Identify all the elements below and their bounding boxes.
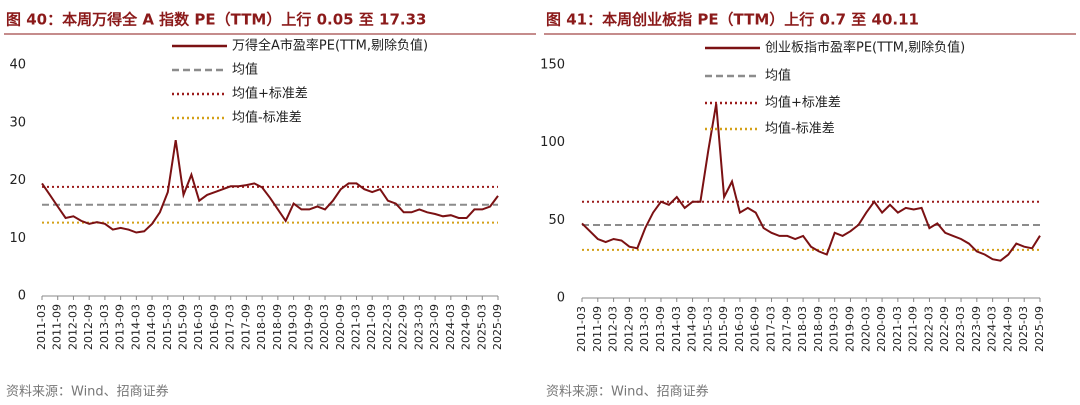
x-tick-label: 2025-09 bbox=[491, 304, 504, 350]
x-tick-label: 2021-09 bbox=[365, 304, 378, 350]
x-tick-label: 2016-03 bbox=[733, 306, 746, 352]
x-tick-label: 2020-09 bbox=[875, 306, 888, 352]
x-tick-label: 2016-09 bbox=[749, 306, 762, 352]
chart-title: 图 40：本周万得全 A 指数 PE（TTM）上行 0.05 至 17.33 bbox=[6, 11, 426, 29]
x-tick-label: 2014-03 bbox=[670, 306, 683, 352]
x-tick-label: 2019-03 bbox=[828, 306, 841, 352]
x-tick-label: 2024-03 bbox=[986, 306, 999, 352]
x-tick-label: 2024-09 bbox=[1001, 306, 1014, 352]
x-tick-label: 2015-03 bbox=[161, 304, 174, 350]
x-tick-label: 2023-09 bbox=[428, 304, 441, 350]
y-tick-label: 30 bbox=[9, 115, 26, 130]
x-tick-label: 2023-03 bbox=[954, 306, 967, 352]
x-tick-label: 2022-03 bbox=[922, 306, 935, 352]
x-tick-label: 2014-09 bbox=[145, 304, 158, 350]
x-tick-label: 2023-03 bbox=[412, 304, 425, 350]
x-tick-label: 2018-09 bbox=[812, 306, 825, 352]
x-tick-label: 2011-03 bbox=[575, 306, 588, 352]
x-tick-label: 2020-03 bbox=[318, 304, 331, 350]
y-tick-label: 50 bbox=[548, 213, 565, 228]
x-tick-label: 2018-03 bbox=[796, 306, 809, 352]
x-tick-label: 2012-03 bbox=[607, 306, 620, 352]
x-tick-label: 2012-09 bbox=[622, 306, 635, 352]
x-tick-label: 2025-03 bbox=[1017, 306, 1030, 352]
x-tick-label: 2020-03 bbox=[859, 306, 872, 352]
x-tick-label: 2013-03 bbox=[98, 304, 111, 350]
x-tick-label: 2025-03 bbox=[475, 304, 488, 350]
x-tick-label: 2011-03 bbox=[35, 304, 48, 350]
chart-title: 图 41：本周创业板指 PE（TTM）上行 0.7 至 40.11 bbox=[546, 11, 919, 29]
legend-label: 均值-标准差 bbox=[765, 121, 835, 137]
legend-label: 万得全A市盈率PE(TTM,剔除负值) bbox=[232, 38, 428, 54]
source: 资料来源：Wind、招商证券 bbox=[546, 384, 709, 400]
series-line bbox=[581, 103, 1041, 262]
x-tick-label: 2014-03 bbox=[129, 304, 142, 350]
x-tick-label: 2019-09 bbox=[302, 304, 315, 350]
x-tick-label: 2011-09 bbox=[51, 304, 64, 350]
x-tick-label: 2019-03 bbox=[287, 304, 300, 350]
x-tick-label: 2024-03 bbox=[444, 304, 457, 350]
x-tick-label: 2017-09 bbox=[780, 306, 793, 352]
x-tick-label: 2017-03 bbox=[224, 304, 237, 350]
legend-label: 均值+标准差 bbox=[232, 86, 308, 102]
x-tick-label: 2019-09 bbox=[843, 306, 856, 352]
x-tick-label: 2022-03 bbox=[381, 304, 394, 350]
x-tick-label: 2016-09 bbox=[208, 304, 221, 350]
x-tick-label: 2020-09 bbox=[334, 304, 347, 350]
legend-label: 均值-标准差 bbox=[232, 110, 302, 126]
x-tick-label: 2021-09 bbox=[907, 306, 920, 352]
y-tick-label: 20 bbox=[9, 173, 26, 188]
y-tick-label: 0 bbox=[557, 291, 565, 306]
y-tick-label: 40 bbox=[9, 58, 26, 73]
y-tick-label: 0 bbox=[18, 289, 26, 304]
x-tick-label: 2015-03 bbox=[701, 306, 714, 352]
x-tick-label: 2018-03 bbox=[255, 304, 268, 350]
x-tick-label: 2017-09 bbox=[239, 304, 252, 350]
x-tick-label: 2023-09 bbox=[970, 306, 983, 352]
legend-label: 均值 bbox=[765, 68, 791, 84]
x-tick-label: 2012-09 bbox=[82, 304, 95, 350]
y-tick-label: 100 bbox=[540, 135, 565, 150]
y-tick-label: 10 bbox=[9, 231, 26, 246]
x-tick-label: 2013-09 bbox=[114, 304, 127, 350]
y-tick-label: 150 bbox=[540, 58, 565, 73]
x-tick-label: 2022-09 bbox=[397, 304, 410, 350]
source: 资料来源：Wind、招商证券 bbox=[6, 384, 169, 400]
x-tick-label: 2022-09 bbox=[938, 306, 951, 352]
x-tick-label: 2018-09 bbox=[271, 304, 284, 350]
x-tick-label: 2017-03 bbox=[765, 306, 778, 352]
x-tick-label: 2024-09 bbox=[460, 304, 473, 350]
x-tick-label: 2015-09 bbox=[717, 306, 730, 352]
x-tick-label: 2016-03 bbox=[192, 304, 205, 350]
x-tick-label: 2012-03 bbox=[66, 304, 79, 350]
x-tick-label: 2021-03 bbox=[349, 304, 362, 350]
legend-label: 均值 bbox=[232, 62, 258, 78]
x-tick-label: 2013-03 bbox=[638, 306, 651, 352]
x-tick-label: 2025-09 bbox=[1033, 306, 1046, 352]
x-tick-label: 2014-09 bbox=[686, 306, 699, 352]
x-tick-label: 2011-09 bbox=[591, 306, 604, 352]
x-tick-label: 2015-09 bbox=[177, 304, 190, 350]
x-tick-label: 2013-09 bbox=[654, 306, 667, 352]
legend-label: 均值+标准差 bbox=[765, 95, 841, 111]
series-line bbox=[41, 139, 499, 234]
x-tick-label: 2021-03 bbox=[891, 306, 904, 352]
legend-label: 创业板指市盈率PE(TTM,剔除负值) bbox=[765, 40, 965, 56]
